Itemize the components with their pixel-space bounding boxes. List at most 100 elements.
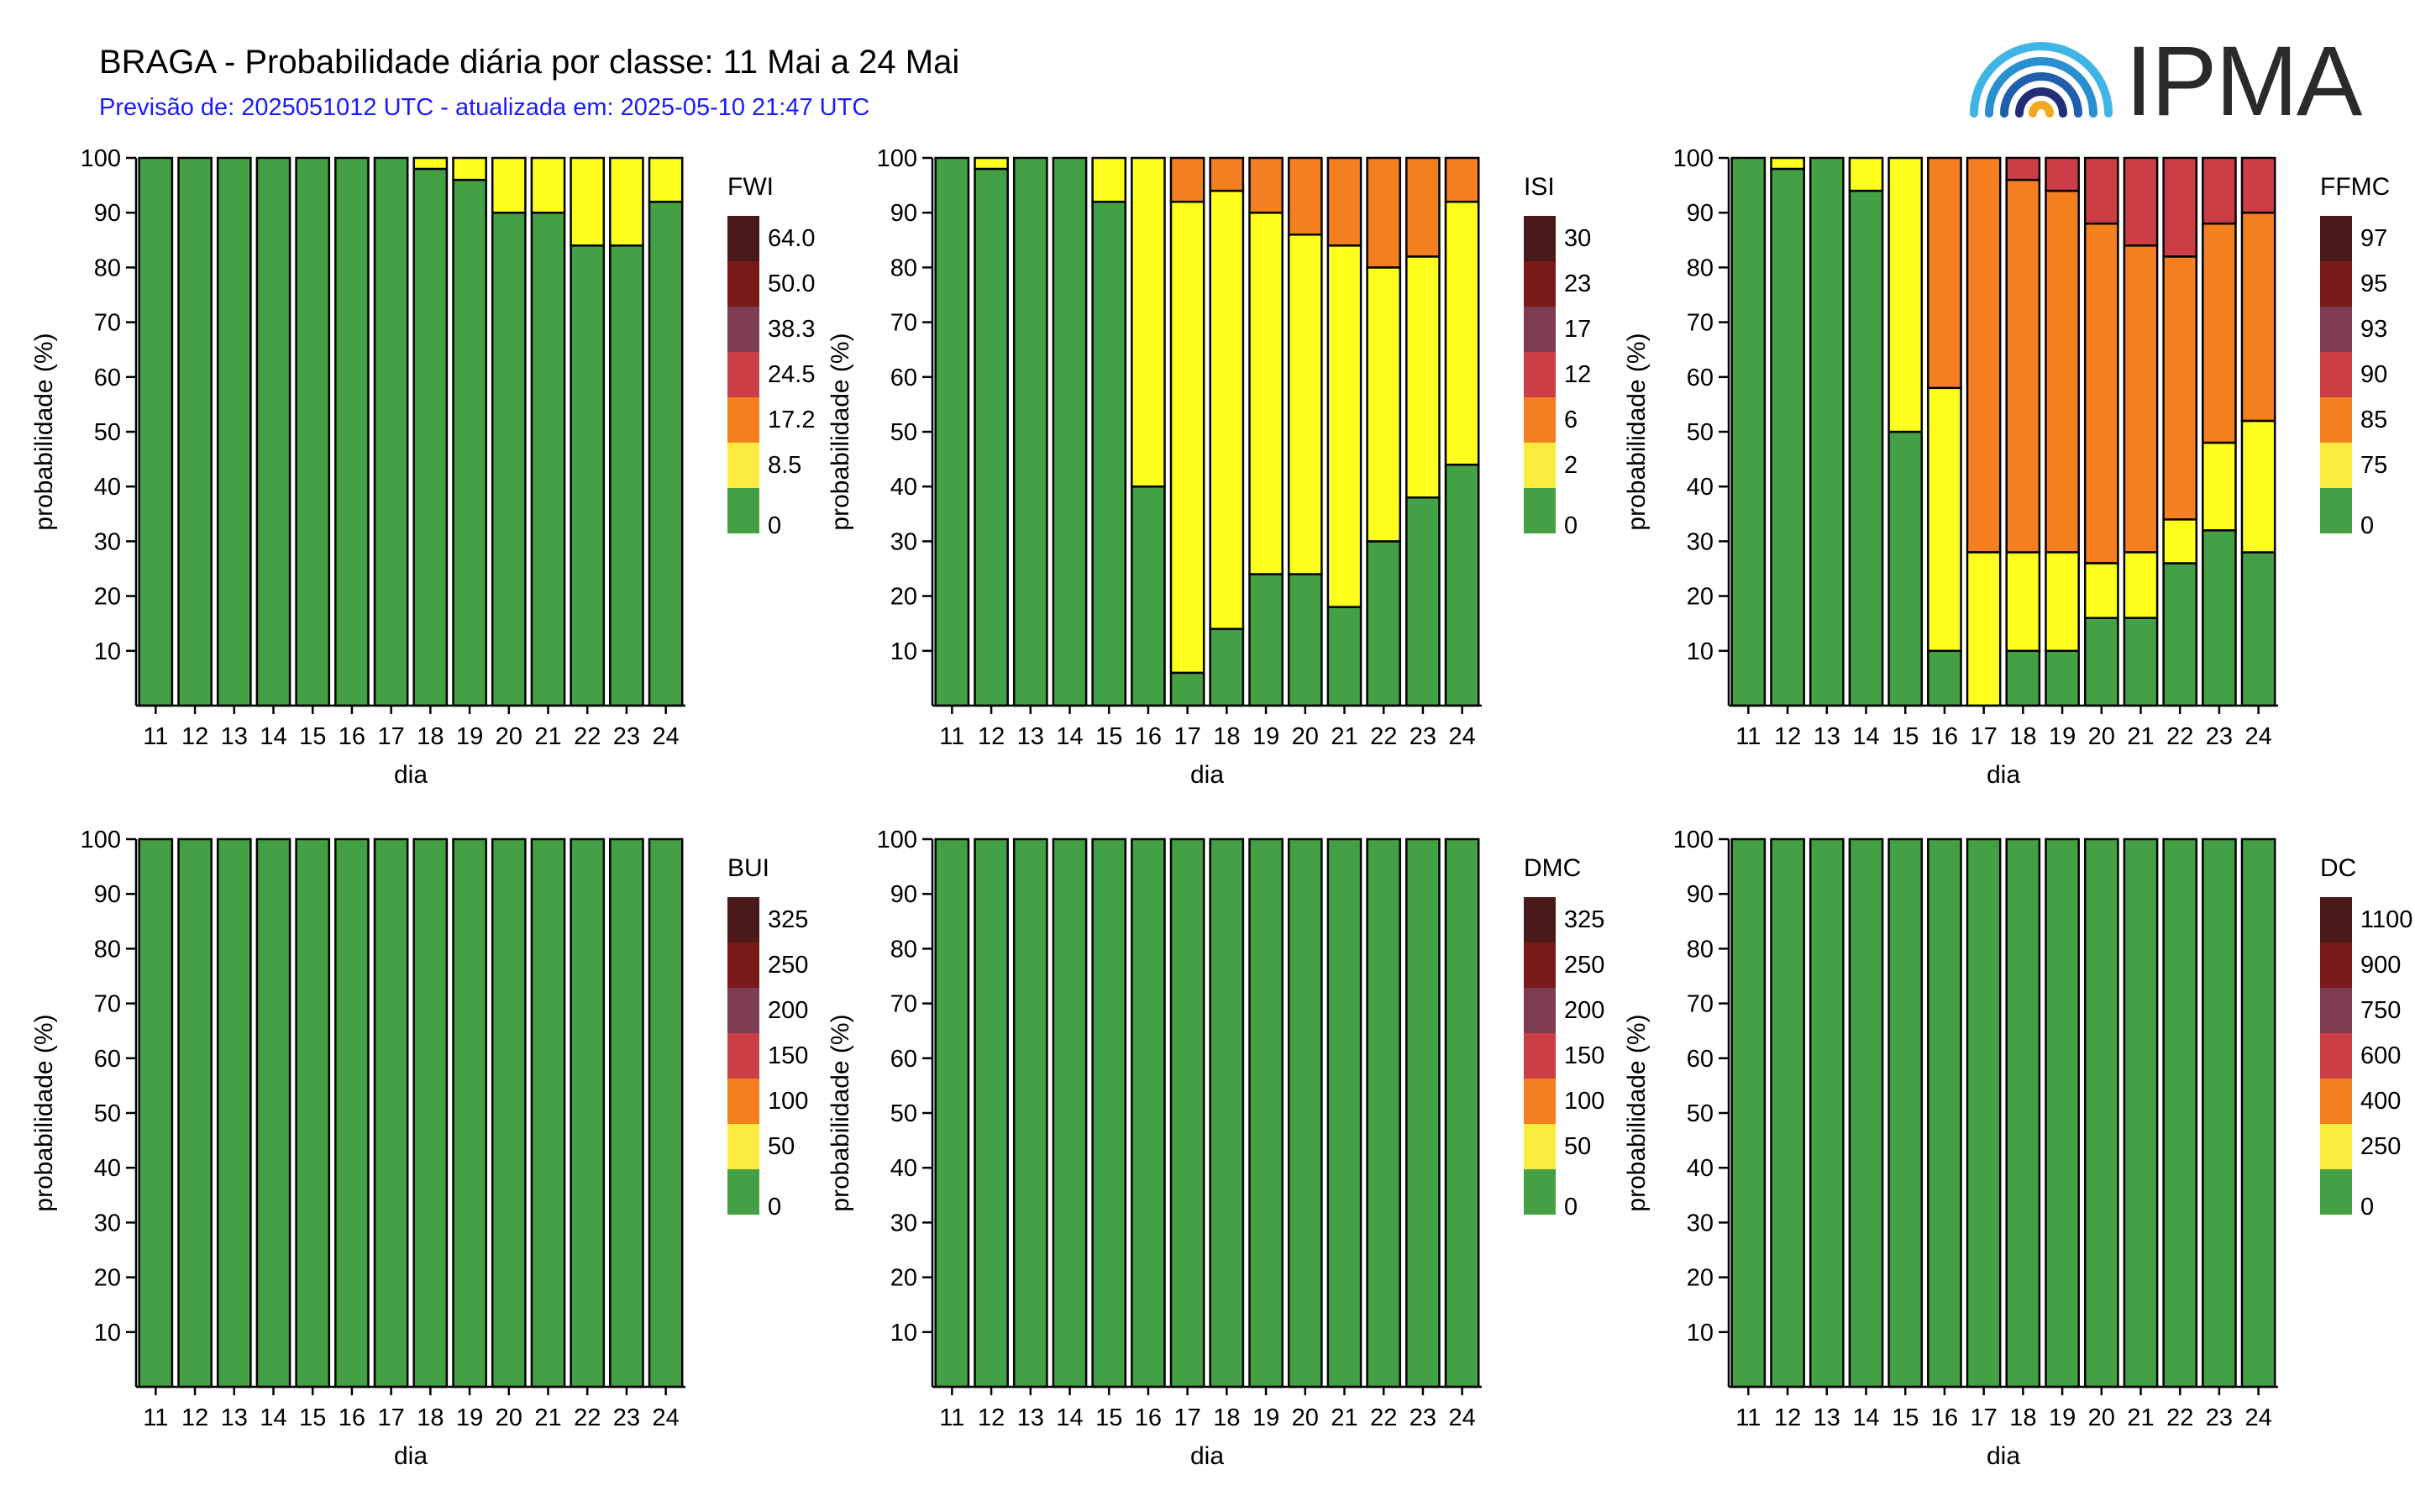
legend-swatch-dc-0	[2320, 1169, 2352, 1215]
bar-isi-17-class-0	[1169, 671, 1205, 707]
x-tick-label-ffmc-13: 13	[1814, 723, 1840, 750]
bar-isi-19-class-2	[1248, 156, 1284, 214]
bar-fwi-12-class-0	[177, 156, 213, 707]
bar-bui-13-class-0	[216, 837, 252, 1389]
bar-ffmc-18-class-2	[2005, 178, 2041, 554]
bar-dc-18-class-0	[2005, 837, 2041, 1389]
bar-ffmc-21-class-0	[2123, 617, 2159, 707]
legend-swatch-dc-4	[2320, 988, 2352, 1033]
y-tick-label-isi-40: 40	[890, 474, 917, 501]
bar-fwi-15-class-0	[295, 156, 331, 707]
x-tick-label-bui-19: 19	[456, 1404, 483, 1431]
bar-dmc-12-class-0	[974, 837, 1009, 1389]
y-tick-label-isi-90: 90	[890, 200, 917, 227]
legend-swatch-isi-2	[1524, 397, 1556, 443]
bar-isi-15-class-1	[1091, 156, 1127, 203]
x-tick-label-isi-18: 18	[1213, 723, 1240, 750]
legend-swatch-isi-4	[1524, 307, 1556, 352]
legend-swatch-dc-1	[2320, 1124, 2352, 1169]
bar-isi-24-class-2	[1444, 156, 1480, 203]
bar-dc-16-class-0	[1927, 837, 1962, 1389]
legend-label-fwi-4: 38.3	[768, 316, 815, 343]
legend-label-dmc-3: 150	[1564, 1042, 1604, 1069]
bar-dmc-17-class-0	[1169, 837, 1205, 1389]
bar-fwi-16-class-0	[334, 156, 370, 707]
bar-ffmc-21-class-2	[2123, 244, 2159, 554]
x-axis-label-isi: dia	[1190, 761, 1224, 789]
legend-swatch-dc-6	[2320, 897, 2352, 942]
legend-label-ffmc-5: 95	[2360, 270, 2387, 297]
legend-swatch-ffmc-1	[2320, 443, 2352, 488]
y-tick-label-isi-10: 10	[890, 638, 917, 665]
bar-ffmc-15-class-1	[1887, 156, 1924, 433]
bar-fwi-24-class-1	[648, 156, 684, 203]
x-tick-label-ffmc-12: 12	[1774, 723, 1801, 750]
x-tick-label-dc-12: 12	[1774, 1404, 1801, 1431]
legend-label-isi-4: 17	[1564, 316, 1591, 343]
bar-ffmc-24-class-0	[2240, 551, 2276, 707]
x-tick-label-isi-20: 20	[1292, 723, 1319, 750]
y-tick-label-isi-70: 70	[890, 310, 917, 337]
x-tick-label-dc-24: 24	[2245, 1404, 2272, 1431]
x-tick-label-bui-22: 22	[574, 1404, 601, 1431]
y-tick-label-dmc-20: 20	[890, 1265, 917, 1292]
bar-ffmc-24-class-1	[2240, 419, 2276, 554]
bar-isi-19-class-0	[1248, 573, 1284, 707]
bar-isi-17-class-1	[1169, 200, 1205, 675]
legend-swatch-dc-2	[2320, 1079, 2352, 1124]
legend-swatch-fwi-1	[727, 443, 759, 488]
x-tick-label-fwi-22: 22	[574, 723, 601, 750]
bar-isi-17-class-2	[1169, 156, 1205, 203]
legend-label-dc-6: 1100	[2360, 906, 2412, 933]
bar-bui-17-class-0	[373, 837, 409, 1389]
y-tick-label-dc-70: 70	[1687, 991, 1714, 1018]
y-tick-label-fwi-20: 20	[94, 584, 121, 611]
y-tick-label-bui-80: 80	[94, 936, 121, 963]
bar-bui-24-class-0	[648, 837, 684, 1389]
legend-label-bui-3: 150	[768, 1042, 808, 1069]
bar-isi-22-class-1	[1366, 266, 1402, 543]
bar-isi-20-class-2	[1287, 156, 1323, 236]
x-tick-label-bui-15: 15	[299, 1404, 326, 1431]
legend-label-dc-5: 900	[2360, 952, 2401, 979]
bar-dmc-23-class-0	[1405, 837, 1441, 1389]
legend-label-dc-4: 750	[2360, 997, 2401, 1024]
legend-swatch-dc-5	[2320, 942, 2352, 988]
bar-fwi-19-class-1	[452, 156, 487, 181]
x-tick-label-dmc-11: 11	[939, 1404, 964, 1431]
x-tick-label-bui-12: 12	[181, 1404, 208, 1431]
x-tick-label-isi-15: 15	[1095, 723, 1122, 750]
bar-isi-20-class-1	[1287, 234, 1323, 575]
bar-isi-21-class-2	[1326, 156, 1362, 247]
bar-bui-23-class-0	[609, 837, 644, 1389]
bar-dmc-14-class-0	[1052, 837, 1088, 1389]
bar-isi-24-class-0	[1444, 463, 1480, 707]
bar-isi-15-class-0	[1091, 200, 1127, 707]
x-tick-label-bui-18: 18	[417, 1404, 444, 1431]
y-axis-label-dc: probabilidade (%)	[1623, 1014, 1651, 1211]
bar-ffmc-15-class-0	[1887, 430, 1924, 707]
y-tick-label-ffmc-50: 50	[1687, 419, 1714, 446]
bar-bui-12-class-0	[177, 837, 213, 1389]
bar-ffmc-22-class-3	[2162, 156, 2198, 258]
y-tick-label-isi-100: 100	[877, 145, 917, 172]
legend-label-fwi-5: 50.0	[768, 270, 815, 297]
legend-label-fwi-6: 64.0	[768, 225, 815, 252]
legend-label-bui-4: 200	[768, 997, 808, 1024]
bar-fwi-21-class-1	[530, 156, 566, 214]
y-axis-label-fwi: probabilidade (%)	[30, 333, 58, 530]
bar-isi-13-class-0	[1012, 156, 1048, 707]
bar-ffmc-22-class-1	[2162, 518, 2198, 564]
bar-dmc-16-class-0	[1131, 837, 1166, 1389]
y-tick-label-bui-90: 90	[94, 881, 121, 908]
bar-bui-11-class-0	[138, 837, 174, 1389]
y-tick-label-dmc-80: 80	[890, 936, 917, 963]
bar-isi-20-class-0	[1287, 573, 1323, 707]
bar-dc-17-class-0	[1966, 837, 2002, 1389]
bar-dc-12-class-0	[1770, 837, 1805, 1389]
x-tick-label-dmc-16: 16	[1135, 1404, 1162, 1431]
x-tick-label-ffmc-11: 11	[1735, 723, 1761, 750]
bar-bui-19-class-0	[452, 837, 487, 1389]
x-tick-label-dmc-20: 20	[1292, 1404, 1319, 1431]
legend-swatch-bui-1	[727, 1124, 759, 1169]
